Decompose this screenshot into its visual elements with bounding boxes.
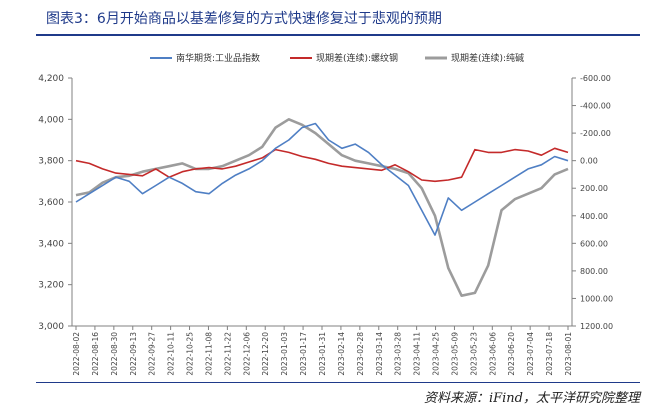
x-tick-label: 2022-10-25 — [186, 332, 195, 376]
legend-label: 现期差(连续):螺纹钢 — [316, 52, 398, 64]
x-tick-label: 2023-01-03 — [280, 332, 289, 376]
right-tick-label: 400.00 — [580, 212, 608, 221]
x-tick-label: 2023-07-18 — [545, 332, 554, 376]
series-line-2 — [75, 147, 569, 183]
right-tick-label: 0.00 — [580, 157, 598, 166]
left-tick-label: 3,000 — [38, 322, 64, 332]
x-tick-label: 2022-11-22 — [223, 332, 232, 376]
left-tick-label: 3,800 — [38, 157, 64, 167]
right-tick-label: -400.00 — [580, 102, 611, 111]
right-tick-label: 1000.00 — [580, 294, 613, 303]
source-note: 资料来源：iFind，太平洋研究院整理 — [423, 391, 640, 406]
x-tick-label: 2022-09-27 — [148, 332, 157, 376]
x-tick-label: 2023-03-14 — [375, 332, 384, 376]
series-line-1 — [75, 122, 569, 236]
right-tick-label: 800.00 — [580, 267, 608, 276]
left-tick-label: 3,400 — [38, 239, 64, 249]
bottom-rule — [36, 382, 640, 383]
x-tick-label: 2023-04-25 — [432, 332, 441, 376]
right-tick-label: -200.00 — [580, 129, 611, 138]
x-tick-label: 2022-11-08 — [204, 332, 213, 376]
chart-area: 3,000 3,200 3,400 3,600 3,800 4,000 4,200 -600.… — [38, 52, 613, 376]
x-tick-label: 2022-09-13 — [129, 332, 138, 376]
x-tick-label: 2022-08-30 — [110, 332, 119, 376]
right-tick-label: 1200.00 — [580, 322, 613, 331]
x-tick-label: 2022-08-02 — [72, 332, 81, 376]
x-tick-label: 2023-02-14 — [337, 332, 346, 376]
left-tick-label: 4,000 — [38, 115, 64, 125]
x-tick-label: 2023-05-23 — [469, 332, 478, 376]
x-tick-label: 2023-08-01 — [564, 332, 573, 376]
legend-label: 南华期货:工业品指数 — [176, 52, 260, 64]
right-tick-label: 600.00 — [580, 239, 608, 248]
x-tick-label: 2022-10-11 — [167, 332, 176, 376]
x-tick-label: 2023-06-06 — [488, 332, 497, 376]
left-tick-label: 3,200 — [38, 281, 64, 291]
x-tick-label: 2022-12-20 — [261, 332, 270, 376]
x-tick-label: 2023-03-28 — [394, 332, 403, 376]
x-tick-label: 2023-07-04 — [526, 332, 535, 376]
x-tick-label: 2023-02-28 — [356, 332, 365, 376]
x-tick-label: 2023-01-31 — [318, 332, 327, 376]
x-tick-label: 2022-08-16 — [91, 332, 100, 376]
x-tick-label: 2023-01-17 — [299, 332, 308, 376]
x-tick-label: 2023-05-09 — [450, 332, 459, 376]
legend-label: 现期差(连续):纯碱 — [451, 52, 524, 64]
x-tick-label: 2022-12-06 — [242, 332, 251, 376]
right-tick-label: 200.00 — [580, 184, 608, 193]
title-rule — [36, 34, 640, 36]
figure-header: 图表3：6月开始商品以基差修复的方式快速修复过于悲观的预期 — [0, 0, 650, 36]
right-tick-label: -600.00 — [580, 74, 611, 83]
series-line-3 — [75, 118, 569, 298]
x-tick-label: 2023-06-20 — [507, 332, 516, 376]
left-tick-label: 4,200 — [38, 74, 64, 84]
left-tick-label: 3,600 — [38, 198, 64, 208]
x-tick-label: 2023-04-11 — [413, 332, 422, 376]
figure-title: 图表3：6月开始商品以基差修复的方式快速修复过于悲观的预期 — [46, 11, 442, 27]
